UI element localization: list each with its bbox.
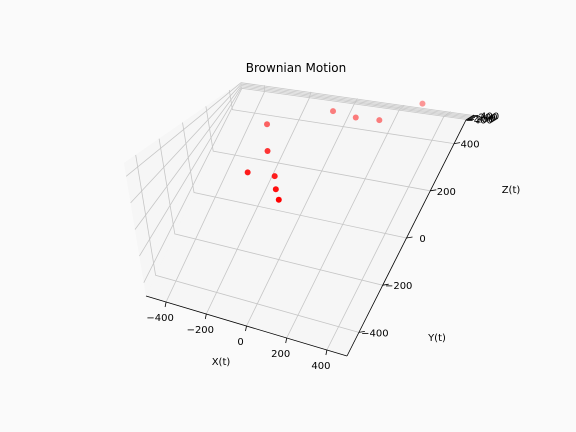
grid-line-y bbox=[205, 106, 431, 192]
data-point bbox=[352, 114, 359, 121]
y-tick-mark bbox=[406, 236, 413, 239]
grid-line-y bbox=[228, 90, 455, 144]
grid-line-z bbox=[143, 87, 467, 283]
grid-line-y bbox=[135, 154, 360, 333]
data-points bbox=[244, 100, 426, 203]
x-tick-mark bbox=[325, 349, 328, 356]
y-tick-label: −400 bbox=[361, 328, 388, 339]
z-axis-label: Z(t) bbox=[502, 185, 521, 196]
x-tick-label: 400 bbox=[311, 361, 330, 372]
x-tick-label: −200 bbox=[187, 325, 214, 336]
z-tick-label: 200 bbox=[479, 113, 498, 124]
data-point bbox=[264, 148, 271, 155]
data-point bbox=[264, 121, 271, 128]
x-tick-label: −400 bbox=[146, 313, 173, 324]
z-tick-label: −200 bbox=[467, 115, 494, 126]
data-point bbox=[376, 117, 383, 124]
grid-line-y bbox=[158, 138, 383, 286]
x-axis-label: X(t) bbox=[212, 357, 231, 368]
grid-lines bbox=[125, 82, 474, 351]
y-tick-label: −200 bbox=[385, 281, 412, 292]
data-point bbox=[271, 173, 278, 180]
tick-labels: −400−400−400−200−200−2000002002002004004… bbox=[146, 112, 499, 373]
grid-line-z bbox=[125, 82, 474, 177]
y-axis-label: Y(t) bbox=[427, 333, 446, 344]
grid-line-x bbox=[326, 111, 451, 351]
floor-pane bbox=[146, 89, 466, 356]
grid-line-z bbox=[130, 83, 472, 204]
x-tick-label: 0 bbox=[237, 337, 243, 348]
z-tick-label: 0 bbox=[490, 114, 496, 125]
y-tick-mark bbox=[382, 283, 389, 286]
x-tick-label: 200 bbox=[271, 349, 290, 360]
y-tick-mark bbox=[358, 331, 365, 333]
back-pane bbox=[241, 82, 474, 120]
data-point bbox=[244, 169, 251, 176]
axes-panes bbox=[124, 82, 474, 356]
y-tick-label: 200 bbox=[437, 187, 456, 198]
data-point bbox=[330, 108, 337, 115]
grid-line-z bbox=[139, 86, 469, 257]
y-tick-mark bbox=[454, 142, 461, 144]
z-tick-label: −400 bbox=[465, 116, 492, 127]
x-tick-mark bbox=[245, 325, 247, 332]
y-tick-label: 0 bbox=[419, 234, 425, 245]
z-tick-label: 400 bbox=[480, 112, 499, 123]
grid-line-y bbox=[182, 122, 407, 239]
x-tick-mark bbox=[204, 313, 207, 320]
data-point bbox=[419, 100, 426, 107]
data-point bbox=[272, 186, 279, 193]
data-point bbox=[275, 196, 282, 203]
y-tick-mark bbox=[430, 189, 437, 192]
y-tick-label: 400 bbox=[461, 140, 480, 151]
chart-title: Brownian Motion bbox=[246, 61, 346, 75]
grid-line-z bbox=[134, 85, 471, 230]
x-tick-mark bbox=[285, 337, 288, 344]
x-tick-mark bbox=[164, 301, 167, 308]
